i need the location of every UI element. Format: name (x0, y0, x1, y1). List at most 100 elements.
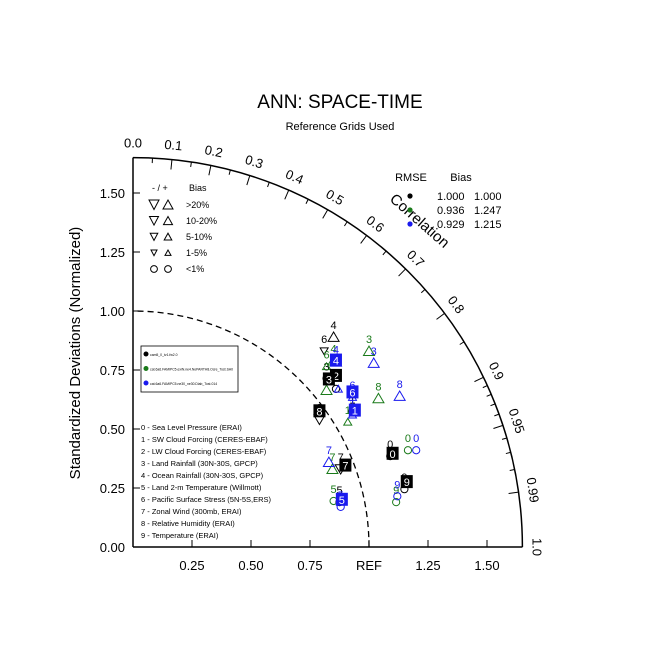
data-point (393, 492, 402, 501)
case-legend-dot (143, 380, 149, 386)
variable-legend-item: 9 - Temperature (ERAI) (141, 531, 219, 540)
variable-legend-item: 6 - Pacific Surface Stress (5N-5S,ERS) (141, 495, 272, 504)
x-tick-label: 0.75 (297, 558, 322, 573)
data-point (392, 498, 401, 507)
y-tick-label: 1.50 (100, 186, 125, 201)
correlation-tick-label: 0.2 (203, 142, 224, 160)
correlation-minor-tick (190, 161, 192, 168)
boxed-label-box (346, 385, 359, 399)
y-tick-label: 0.25 (100, 481, 125, 496)
boxed-label-text: 6 (349, 387, 355, 399)
data-point-label: 4 (331, 344, 337, 356)
data-point (320, 384, 333, 395)
data-point-label: 9 (393, 485, 399, 497)
data-point-label: 8 (375, 381, 381, 393)
stats-bias: 1.000 (474, 191, 502, 203)
correlation-tick-label: 1.0 (529, 538, 544, 556)
chart-title: ANN: SPACE-TIME (257, 92, 422, 113)
y-tick-label: 1.00 (100, 304, 125, 319)
data-point-label: 4 (331, 320, 337, 332)
data-point (327, 331, 340, 342)
correlation-minor-tick (494, 413, 500, 417)
boxed-label-box (335, 492, 348, 506)
case-legend-box (140, 345, 239, 393)
data-point (342, 417, 353, 426)
data-point-label: 8 (397, 379, 403, 391)
boxed-label-box (322, 372, 335, 386)
bias-legend-circle (164, 265, 172, 273)
correlation-minor-tick (482, 385, 488, 389)
correlation-tick (360, 235, 368, 244)
boxed-label-text: 3 (326, 374, 332, 386)
bias-legend-header: Bias (189, 183, 207, 193)
plot-layer: 0.000.250.500.751.001.251.500.25 0.50 0.75… (100, 136, 545, 573)
y-tick-label: 1.25 (100, 245, 125, 260)
data-point-label: 0 (405, 433, 411, 445)
correlation-minor-tick (267, 182, 270, 188)
correlation-minor-tick (486, 393, 492, 397)
correlation-tick-label: 0.99 (524, 476, 542, 503)
bias-legend-sign: - / + (152, 183, 168, 193)
data-point-label: 3 (323, 361, 329, 373)
correlation-tick (284, 189, 290, 200)
bias-legend-down-triangle (148, 199, 160, 211)
data-point (322, 456, 336, 467)
stats-dot (407, 221, 413, 227)
data-point-label: 6 (323, 349, 329, 361)
bias-legend-label: 10-20% (186, 216, 217, 226)
case-legend-dot (143, 366, 149, 371)
boxed-label-box (400, 475, 413, 489)
correlation-tick-label: 0.1 (164, 137, 183, 154)
correlation-tick-label: 0.6 (364, 212, 387, 235)
reference-arc (132, 310, 370, 548)
boxed-label-text: 0 (390, 449, 396, 461)
correlation-tick (170, 159, 173, 170)
stats-dot (407, 193, 413, 199)
correlation-tick-label: 0.7 (404, 247, 427, 270)
bias-legend-label: 1-5% (186, 248, 207, 258)
stats-bias: 1.247 (474, 205, 502, 217)
data-point-label: 7 (338, 452, 344, 464)
correlation-minor-tick (382, 250, 387, 256)
correlation-minor-tick (305, 199, 309, 204)
bias-legend-label: >20% (186, 200, 209, 210)
case-legend-dot (143, 351, 149, 357)
bias-legend-down-triangle (148, 216, 160, 227)
y-axis-label: Standardized Deviations (Normalized) (67, 227, 84, 480)
data-point-label: 7 (329, 452, 335, 464)
boxed-label-text: 1 (352, 406, 358, 418)
correlation-tick-label: 0.3 (243, 152, 265, 172)
variable-legend-item: 0 - Sea Level Pressure (ERAI) (141, 423, 242, 432)
variable-legend-item: 3 - Land Rainfall (30N-30S, GPCP) (141, 459, 258, 468)
variable-legend-item: 5 - Land 2-m Temperature (Willmott) (141, 483, 262, 492)
correlation-tick (246, 175, 251, 186)
data-point (372, 392, 385, 404)
stats-dot (407, 207, 413, 213)
x-tick-label: 0.50 (238, 558, 263, 573)
stats-bias: 1.215 (474, 219, 502, 231)
x-tick-label: 1.50 (474, 558, 499, 573)
case-legend-label: cat.6a6.FAMIPC5.exiN.ne4.NoPARTH8.Ocre_T… (150, 368, 233, 372)
data-point-label: 4 (333, 345, 339, 357)
correlation-tick (436, 312, 445, 320)
data-point (412, 446, 421, 455)
data-point-label: 1 (345, 405, 351, 417)
variable-legend-item: 1 - SW Cloud Forcing (CERES-EBAF) (141, 435, 268, 444)
data-point (367, 356, 381, 368)
correlation-tick-label: 0.5 (323, 186, 346, 208)
boxed-label-text: 5 (339, 495, 345, 507)
bias-header: Bias (450, 172, 472, 184)
correlation-tick (208, 165, 212, 176)
data-point-label: 5 (331, 484, 337, 496)
correlation-tick (508, 491, 519, 494)
correlation-minor-tick (420, 289, 426, 294)
correlation-tick (474, 376, 484, 383)
data-point-label: 9 (394, 479, 400, 491)
correlation-minor-tick (509, 469, 515, 471)
data-point-label: 5 (336, 485, 342, 497)
y-tick-label: 0.75 (100, 363, 125, 378)
boxed-label-text: 7 (342, 461, 348, 473)
boxed-label-box (329, 353, 342, 367)
data-point-label: 7 (326, 445, 332, 457)
variable-legend-item: 2 - LW Cloud Forcing (CERES-EBAF) (141, 447, 267, 456)
